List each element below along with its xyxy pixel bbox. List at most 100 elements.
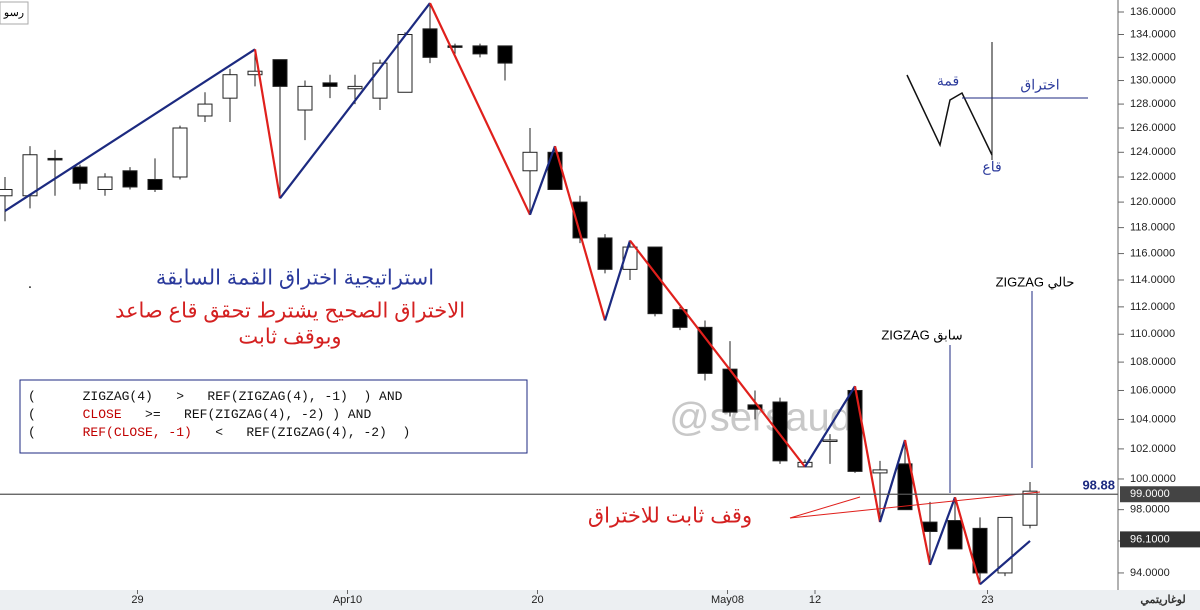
- y-tick-label: 94.0000: [1130, 567, 1170, 579]
- candle-body: [922, 521, 938, 533]
- candle-body: [447, 45, 463, 48]
- code-line: ( ZIGZAG(4) > REF(ZIGZAG(4), -1) ) AND: [28, 389, 403, 404]
- code-line: ( REF(CLOSE, -1) < REF(ZIGZAG(4), -2) ): [28, 425, 410, 440]
- candle-body: [222, 74, 238, 99]
- candle-body: [522, 151, 538, 172]
- candle-body: [497, 45, 513, 64]
- candle-body: [697, 326, 713, 374]
- y-tick-label: 122.0000: [1130, 171, 1176, 183]
- zigzag-segment: [4, 48, 256, 212]
- last-tag: [1120, 531, 1200, 548]
- code-segment: REF(CLOSE, -1): [83, 425, 192, 440]
- title: استراتيجية اختراق القمة السابقة: [156, 267, 434, 291]
- code-segment: >= REF(ZIGZAG(4), -2) ) AND: [122, 407, 372, 422]
- y-tick-label: 100.0000: [1130, 473, 1176, 485]
- candle-body: [347, 85, 363, 90]
- candle-body: [72, 166, 88, 184]
- y-tick-label: 134.0000: [1130, 28, 1176, 40]
- x-tick-label: 29: [131, 594, 143, 606]
- inset-label: قاع: [982, 159, 1001, 176]
- inset-diagram: قمة اختراق قاع: [906, 42, 1088, 176]
- watermark: @sersaudi: [669, 396, 861, 440]
- zigzag-segment: [928, 496, 957, 566]
- y-tick-label: 104.0000: [1130, 413, 1176, 425]
- candle-body: [472, 45, 488, 55]
- zigzag-segment: [903, 439, 932, 566]
- zigzag-segment: [528, 145, 557, 216]
- zigzag-segment: [979, 540, 1031, 586]
- candle-body: [897, 463, 913, 511]
- y-tick-label: 110.0000: [1130, 328, 1175, 340]
- inset-label: اختراق: [1020, 77, 1059, 94]
- candle-body: [997, 516, 1013, 574]
- zigzag-segment: [253, 49, 282, 199]
- candle-body: [747, 404, 763, 410]
- zigzag-segment: [853, 385, 882, 523]
- zigzag-segment: [804, 385, 856, 468]
- scale-label: لوغاريتمي: [1140, 594, 1185, 607]
- candle-body: [0, 188, 13, 197]
- candle-body: [1022, 490, 1038, 526]
- price-tag-label: 99.0000: [1130, 488, 1170, 500]
- corner-label: رسو: [3, 7, 24, 19]
- last-tag-label: 96.1000: [1130, 533, 1170, 545]
- candle-body: [422, 28, 438, 58]
- candle-body: [822, 439, 838, 442]
- y-tick-label: 124.0000: [1130, 146, 1176, 158]
- y-tick-label: 108.0000: [1130, 356, 1176, 368]
- candle-body: [322, 82, 338, 87]
- zigzag-segment: [429, 2, 531, 216]
- code-segment: CLOSE: [83, 407, 122, 422]
- candle-body: [847, 389, 863, 472]
- candle-body: [772, 401, 788, 462]
- candle-body: [297, 85, 313, 111]
- code-segment: (: [28, 407, 83, 422]
- annotation: وقف ثابت للاختراق: [588, 505, 752, 529]
- x-axis-strip: [0, 590, 1200, 610]
- candle-body: [197, 103, 213, 117]
- annotation: ZIGZAG حالي: [996, 274, 1075, 289]
- inset-label: قمة: [937, 73, 959, 89]
- candle-body: [797, 461, 813, 468]
- candle-body: [947, 520, 963, 550]
- y-tick-label: 114.0000: [1130, 274, 1175, 286]
- candle-body: [272, 59, 288, 87]
- candle-body: [122, 170, 138, 188]
- candle-body: [147, 178, 163, 190]
- plot-area: [0, 0, 1118, 590]
- zigzag-segment: [629, 239, 806, 468]
- y-tick-label: 130.0000: [1130, 74, 1176, 86]
- y-tick-label: 98.0000: [1130, 504, 1170, 516]
- x-tick-label: 20: [531, 594, 543, 606]
- y-tick-label: 112.0000: [1130, 301, 1175, 313]
- zigzag-segment: [953, 497, 982, 585]
- y-tick-label: 106.0000: [1130, 384, 1176, 396]
- code-segment: (: [28, 425, 83, 440]
- price-tag: [1120, 486, 1200, 503]
- x-tick-label: 12: [809, 594, 821, 606]
- candle-body: [872, 469, 888, 474]
- pointer-line: [789, 491, 1041, 519]
- stop-level-label: 98.88: [1082, 478, 1115, 493]
- zigzag-segment: [553, 145, 607, 321]
- candle-body: [572, 201, 588, 239]
- subtitle-line: الاختراق الصحيح يشترط تحقق قاع صاعد: [115, 300, 465, 324]
- y-tick-label: 136.0000: [1130, 6, 1176, 18]
- candle-body: [972, 527, 988, 574]
- candle-body: [22, 154, 38, 197]
- inset-path: [906, 74, 993, 156]
- marks: [0, 2, 1038, 586]
- code: ( ZIGZAG(4) > REF(ZIGZAG(4), -1) ) AND ( …: [28, 389, 410, 440]
- candle-body: [672, 309, 688, 328]
- annotation: ZIGZAG سابق: [881, 327, 962, 343]
- y-tick-label: 102.0000: [1130, 443, 1176, 455]
- y-tick-label: 120.0000: [1130, 196, 1176, 208]
- zigzag-segment: [279, 2, 431, 199]
- corner-box: [0, 1, 29, 25]
- code-box: [19, 379, 528, 454]
- x-tick-label: May08: [711, 594, 744, 606]
- zigzag-segment: [603, 240, 632, 321]
- candle-body: [47, 157, 63, 161]
- y-tick-label: 126.0000: [1130, 122, 1176, 134]
- pointer-line: [789, 496, 861, 519]
